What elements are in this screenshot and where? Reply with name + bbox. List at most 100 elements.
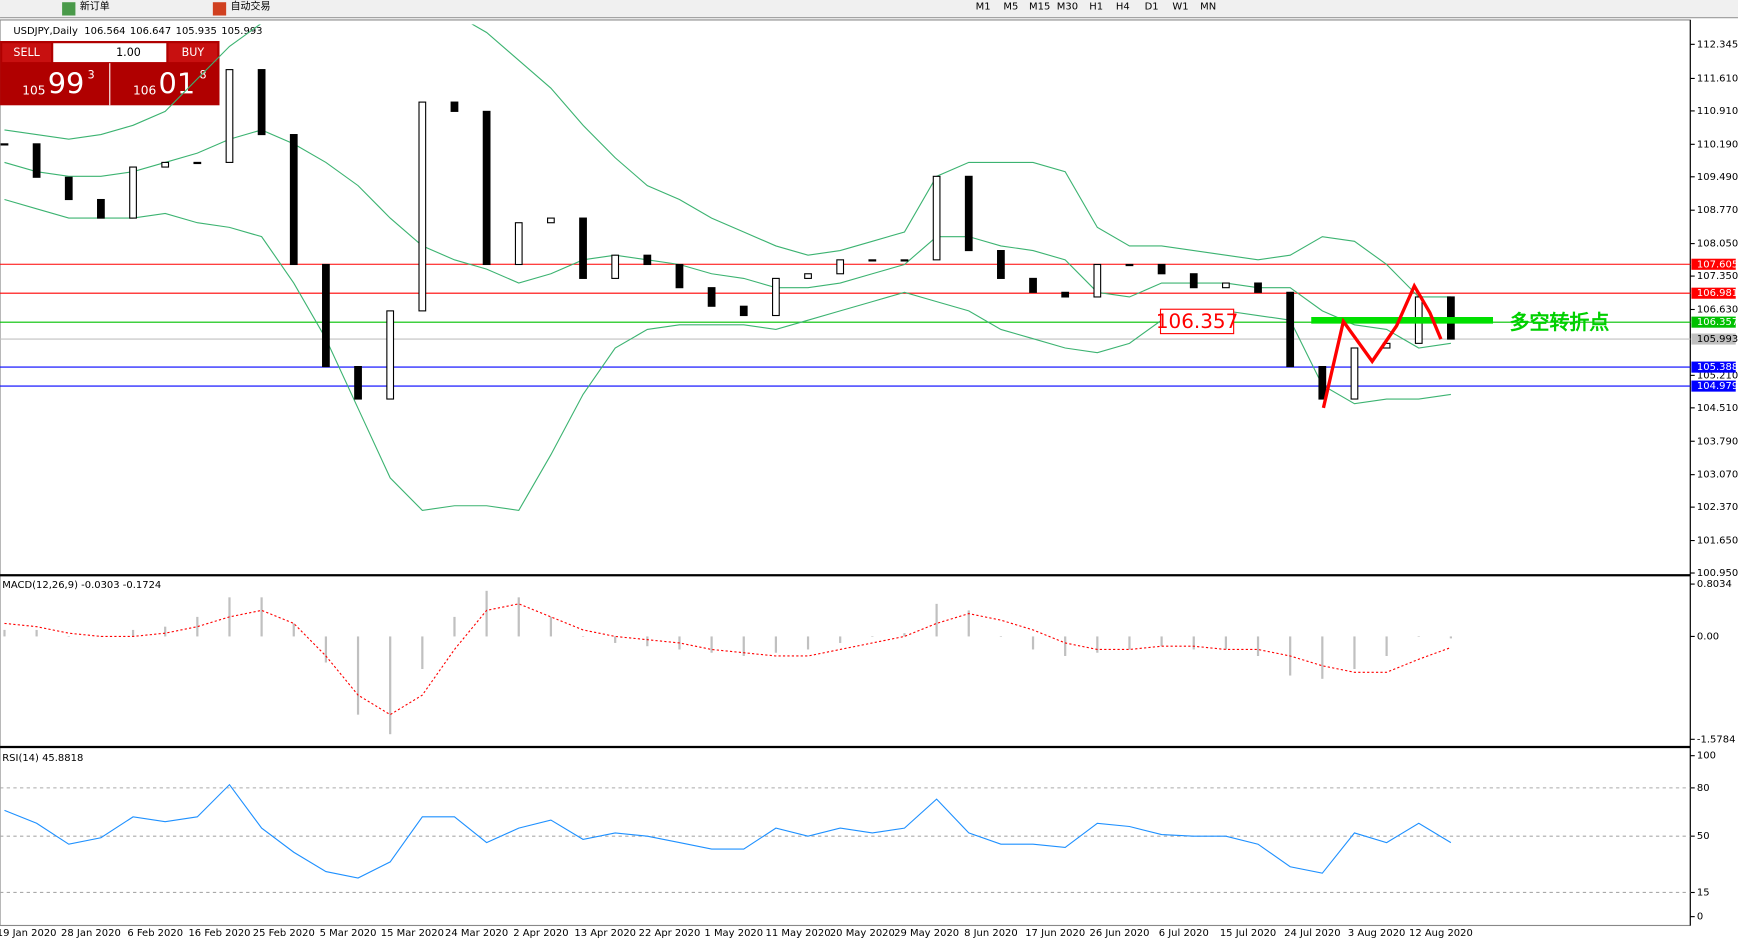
candle (289, 134, 298, 266)
x-tick-label: 25 Feb 2020 (253, 928, 315, 939)
annotation-price: 106.357 (1156, 309, 1238, 333)
auto-trading-icon[interactable] (212, 2, 227, 16)
ask-main: 01 (159, 66, 196, 100)
price-line-tag (1691, 333, 1736, 345)
timeframe-button[interactable]: M1 (976, 2, 991, 13)
y-tick-label: 0 (1697, 912, 1703, 923)
candle (739, 305, 748, 317)
candle (1125, 263, 1134, 267)
y-tick-label: 102.370 (1697, 502, 1738, 513)
y-tick-label: 0.8034 (1697, 579, 1732, 590)
candle (579, 217, 587, 279)
x-tick-label: 13 Apr 2020 (574, 928, 636, 939)
timeframe-button[interactable]: M5 (1003, 2, 1018, 13)
lots-value[interactable]: 1.00 (116, 46, 141, 59)
x-tick-label: 20 May 2020 (830, 928, 895, 939)
auto-trading-button[interactable]: 自动交易 (231, 0, 271, 13)
macd-bar (549, 616, 553, 637)
x-tick-label: 22 Apr 2020 (639, 928, 701, 939)
macd-bar (1064, 636, 1067, 656)
price-line-label: 105.388 (1697, 362, 1738, 373)
candle (1350, 347, 1359, 400)
buy-label[interactable]: BUY (182, 46, 205, 59)
y-tick-label: 101.650 (1697, 536, 1738, 547)
macd-bar (742, 636, 745, 656)
macd-bar (35, 629, 38, 637)
ask-small: 8 (200, 68, 207, 81)
candle (354, 366, 362, 400)
y-tick-label: 103.790 (1697, 436, 1738, 447)
candle (1254, 282, 1262, 293)
x-tick-label: 19 Jan 2020 (0, 928, 57, 939)
macd-bar (292, 623, 295, 637)
timeframe-button[interactable]: W1 (1172, 2, 1188, 13)
macd-bar (1160, 636, 1163, 647)
macd-bar (806, 636, 810, 650)
candle (868, 259, 877, 262)
macd-bar (581, 636, 585, 637)
lots-input[interactable] (53, 43, 167, 63)
macd-bar (164, 626, 167, 637)
macd-header: MACD(12,26,9) -0.0303 -0.1724 (2, 580, 161, 591)
macd-bar (1224, 636, 1228, 650)
y-tick-label: 106.630 (1697, 304, 1738, 315)
y-tick-label: 103.070 (1697, 470, 1738, 481)
buy-button[interactable] (168, 43, 218, 63)
candle (257, 69, 266, 136)
new-order-button[interactable]: 新订单 (80, 0, 110, 13)
candle (225, 69, 234, 163)
candle (32, 143, 41, 178)
x-tick-label: 3 Aug 2020 (1348, 928, 1406, 939)
candle (932, 175, 941, 261)
macd-bar (260, 597, 263, 637)
macd-bar (196, 616, 199, 637)
macd-signal (4, 603, 1452, 716)
ohlc-value: 105.935 (176, 26, 217, 37)
x-tick-label: 11 May 2020 (766, 928, 831, 939)
timeframe-button[interactable]: D1 (1145, 2, 1159, 13)
x-tick-label: 6 Feb 2020 (127, 928, 183, 939)
candle (836, 259, 845, 275)
price-line-label: 106.981 (1697, 288, 1738, 299)
x-tick-label: 24 Mar 2020 (445, 928, 508, 939)
toolbar (0, 0, 1738, 18)
macd-bar (356, 636, 360, 715)
candle (643, 254, 652, 266)
x-tick-label: 29 May 2020 (894, 928, 959, 939)
chart-ohlc: 106.564 106.647 105.935 105.993 (84, 26, 262, 37)
annotation-box (1159, 308, 1235, 335)
candle (707, 287, 716, 307)
x-tick-label: 1 May 2020 (704, 928, 763, 939)
candle (1189, 273, 1198, 289)
price-line-label: 105.993 (1697, 334, 1738, 345)
chart-header: USDJPY,Daily (13, 26, 78, 37)
sell-label[interactable]: SELL (13, 46, 40, 59)
macd-bar (774, 636, 778, 653)
macd-bar (99, 636, 103, 637)
x-tick-label: 26 Jun 2020 (1090, 928, 1150, 939)
macd-bar (421, 636, 424, 670)
macd-bar (646, 636, 649, 647)
macd-bar (999, 636, 1003, 637)
candle (1061, 291, 1070, 298)
macd-bar (935, 603, 938, 637)
x-tick-label: 16 Feb 2020 (188, 928, 250, 939)
timeframe-button[interactable]: MN (1200, 2, 1216, 13)
macd-bar (1031, 636, 1035, 650)
y-tick-label: 105.210 (1697, 370, 1738, 381)
timeframe-button[interactable]: M30 (1057, 2, 1078, 13)
y-tick-label: 110.910 (1697, 106, 1738, 117)
sell-button[interactable] (2, 43, 52, 63)
annotation-text: 多空转折点 (1510, 310, 1610, 334)
timeframe-button[interactable]: H4 (1116, 2, 1130, 13)
y-tick-label: 112.345 (1697, 39, 1738, 50)
new-order-icon[interactable] (62, 2, 76, 16)
y-tick-label: 80 (1697, 783, 1710, 794)
x-tick-label: 12 Aug 2020 (1409, 928, 1473, 939)
candle (997, 250, 1005, 279)
macd-bar (1192, 636, 1195, 650)
price-line-tag (1691, 258, 1736, 270)
timeframe-button[interactable]: H1 (1089, 2, 1103, 13)
y-tick-label: 100 (1697, 751, 1716, 762)
timeframe-button[interactable]: M15 (1029, 2, 1050, 13)
